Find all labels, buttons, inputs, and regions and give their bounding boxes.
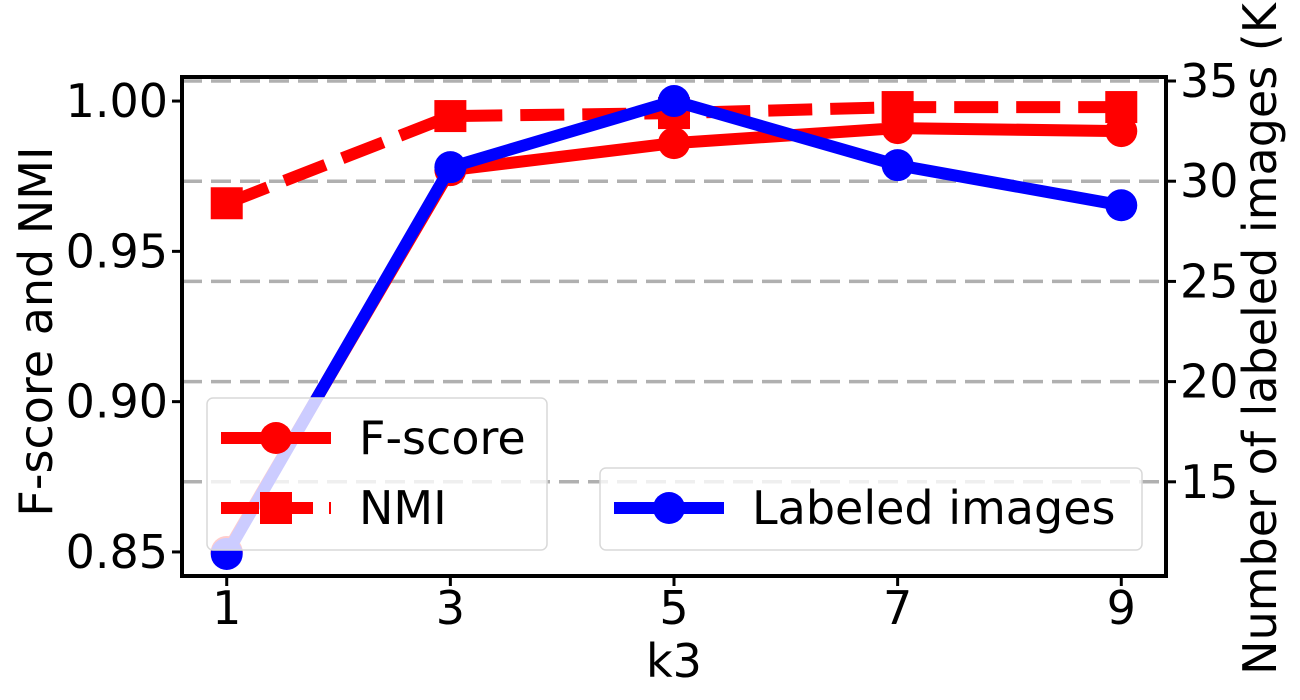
- x-tick-label: 1: [212, 581, 241, 635]
- legend-label: F-score: [359, 411, 526, 465]
- right-y-tick-label: 35: [1180, 54, 1239, 108]
- data-point: [881, 149, 914, 182]
- data-point: [658, 85, 690, 118]
- legend-box: [599, 467, 1143, 551]
- x-tick-label: 5: [659, 581, 688, 635]
- legend-marker: [260, 492, 292, 524]
- legend-blue-series: Labeled images: [599, 467, 1143, 551]
- legend-label: Labeled images: [752, 481, 1115, 535]
- left-y-tick-label: 1.00: [66, 74, 168, 128]
- data-point: [434, 100, 467, 133]
- data-point: [881, 112, 914, 145]
- left-y-tick-label: 0.95: [66, 224, 168, 278]
- x-axis-title: k3: [646, 634, 702, 688]
- data-point: [1105, 115, 1138, 148]
- x-tick-label: 9: [1107, 581, 1136, 635]
- left-y-tick-label: 0.90: [66, 375, 168, 429]
- legend-marker: [653, 492, 685, 524]
- left-y-tick-label: 0.85: [66, 525, 168, 579]
- data-point: [210, 187, 243, 220]
- right-y-tick-label: 20: [1180, 355, 1239, 409]
- legend-marker: [260, 422, 292, 454]
- series-layer: [210, 85, 1138, 570]
- x-tick-label: 3: [436, 581, 465, 635]
- data-point: [434, 151, 467, 184]
- legend-red-series: F-score NMI: [206, 397, 548, 551]
- left-y-axis-title: F-score and NMI: [9, 146, 63, 516]
- x-tick-label: 7: [883, 581, 912, 635]
- data-point: [658, 127, 690, 160]
- legend-label: NMI: [359, 481, 447, 535]
- right-y-tick-label: 30: [1180, 154, 1239, 208]
- right-y-tick-label: 15: [1180, 455, 1239, 509]
- right-y-tick-label: 25: [1180, 254, 1239, 308]
- right-y-axis-title: Number of labeled images (K): [1233, 0, 1287, 675]
- data-point: [1105, 189, 1138, 222]
